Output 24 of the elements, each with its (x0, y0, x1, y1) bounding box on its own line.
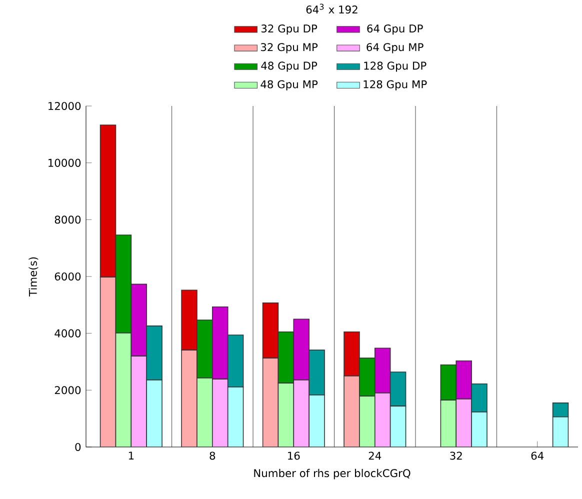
x-tick-label: 1 (128, 452, 134, 460)
x-tick-label: 32 (450, 452, 462, 460)
legend-label: 48 Gpu MP (260, 80, 318, 90)
legend-label: 48 Gpu DP (261, 62, 318, 72)
y-tick-label: 12000 (48, 102, 81, 110)
legend-label: 64 Gpu DP (367, 24, 423, 35)
y-tick-label: 6000 (54, 272, 81, 281)
chart-title: 64$^{3}$ x 192 (306, 4, 358, 14)
legend-label: 128 Gpu DP (364, 62, 426, 72)
y-tick-label: 4000 (54, 329, 81, 338)
x-tick-label: 24 (368, 452, 382, 460)
y-tick-label: 10000 (48, 158, 81, 167)
y-tick-label: 8000 (54, 216, 81, 224)
x-tick-label: 64 (531, 452, 544, 460)
legend-label: 32 Gpu DP (261, 24, 318, 35)
x-axis-title: Number of rhs per blockCGrQ (254, 468, 410, 480)
legend-label: 128 Gpu MP (364, 80, 427, 90)
x-tick-label: 16 (288, 452, 300, 460)
legend-label: 64 Gpu MP (366, 43, 424, 54)
legend-label: 32 Gpu MP (260, 43, 318, 54)
y-tick-label: 0 (75, 442, 81, 452)
y-axis-title: Time(s) (28, 257, 38, 296)
x-tick-label: 8 (210, 452, 216, 460)
y-tick-label: 2000 (54, 386, 81, 394)
